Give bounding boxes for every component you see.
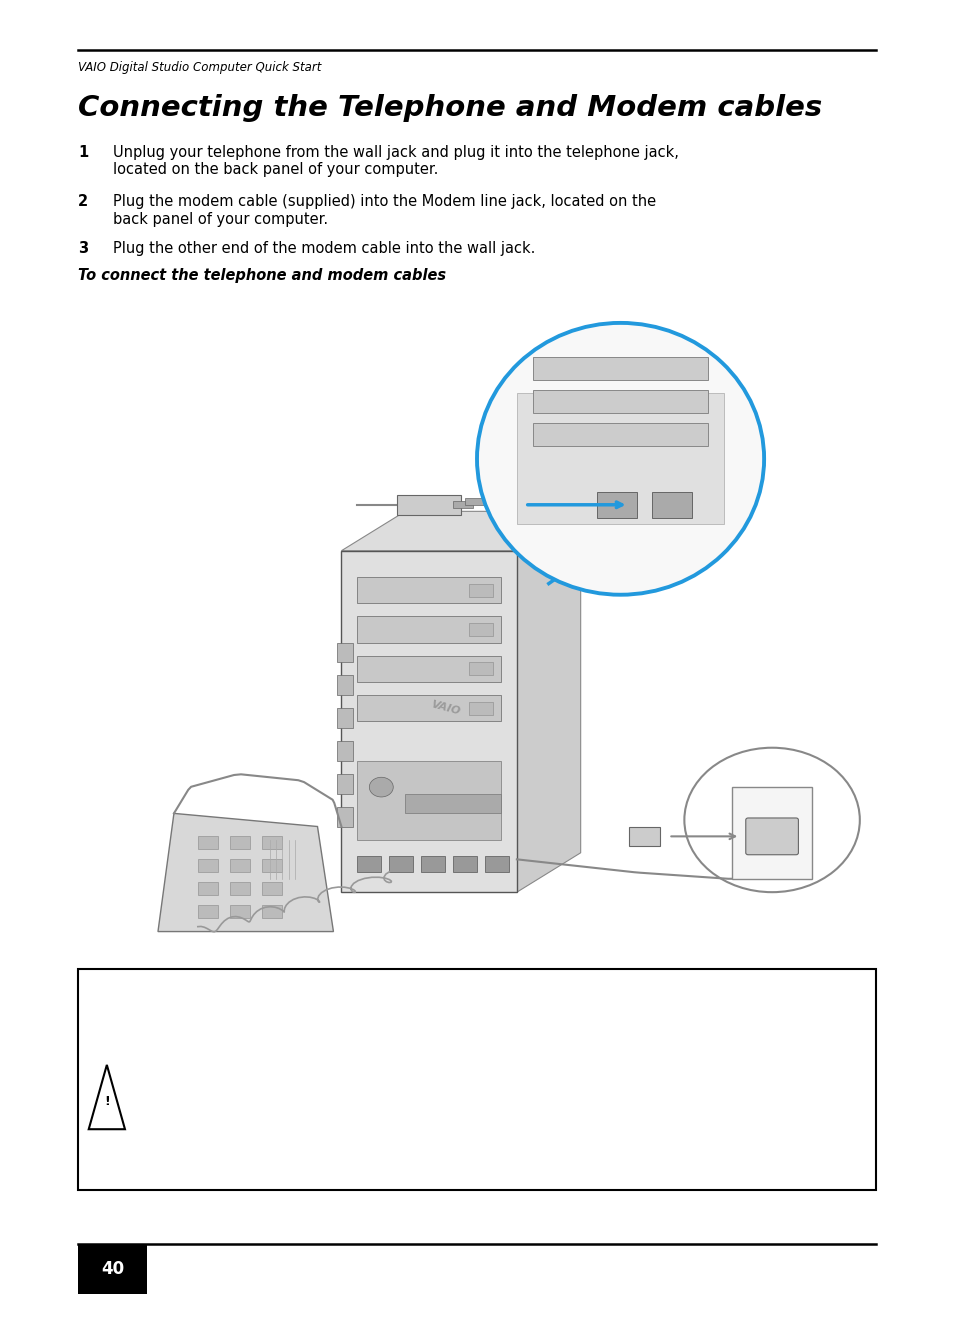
Bar — [484, 856, 508, 872]
Bar — [230, 836, 250, 850]
Bar — [337, 643, 353, 662]
Text: administrator.: administrator. — [167, 1130, 275, 1144]
Ellipse shape — [476, 323, 763, 595]
Text: 2: 2 — [78, 194, 89, 209]
Bar — [389, 856, 413, 872]
Bar — [533, 422, 707, 446]
Bar — [732, 787, 811, 879]
Bar — [596, 492, 636, 519]
Text: Unplug your telephone from the wall jack and plug it into the telephone jack,
lo: Unplug your telephone from the wall jack… — [112, 145, 678, 177]
Bar — [197, 836, 217, 850]
Polygon shape — [158, 813, 334, 931]
Bar — [652, 492, 692, 519]
Text: 3: 3 — [78, 241, 89, 256]
Polygon shape — [341, 512, 580, 551]
Bar — [533, 390, 707, 413]
Bar — [357, 761, 500, 840]
Bar — [261, 882, 281, 895]
Bar — [469, 623, 493, 636]
Bar — [469, 702, 493, 716]
Bar — [453, 501, 473, 508]
Bar — [261, 859, 281, 872]
Bar — [337, 741, 353, 761]
Text: To connect the telephone and modem cables: To connect the telephone and modem cable… — [78, 268, 446, 283]
Bar — [420, 856, 445, 872]
Bar — [337, 675, 353, 695]
Text: 1: 1 — [78, 145, 89, 159]
Bar — [533, 356, 707, 381]
Bar — [230, 859, 250, 872]
Bar — [517, 393, 723, 524]
Bar — [337, 807, 353, 827]
Bar — [469, 584, 493, 596]
Bar — [197, 859, 217, 872]
Text: electric current overload that can cause a malfunction, excessive heat, or fire: electric current overload that can cause… — [167, 1072, 767, 1087]
Text: VAIO: VAIO — [429, 699, 460, 717]
Bar — [337, 709, 353, 728]
Text: Plug the modem cable (supplied) into the Modem line jack, located on the
back pa: Plug the modem cable (supplied) into the… — [112, 194, 655, 226]
Bar — [197, 882, 217, 895]
FancyBboxPatch shape — [78, 969, 875, 1190]
FancyBboxPatch shape — [745, 817, 798, 855]
Text: the Ethernet port. Using other cables or a telephone cable may result in an: the Ethernet port. Using other cables or… — [167, 1044, 746, 1057]
Text: Connecting the Telephone and Modem cables: Connecting the Telephone and Modem cable… — [78, 94, 821, 122]
Bar — [341, 551, 517, 892]
Bar — [357, 616, 500, 643]
Text: on the rear panel. Connect 10BASE-T, 100BASE-TX or 1000BASE-TX cables to: on the rear panel. Connect 10BASE-T, 100… — [167, 1016, 751, 1029]
Bar — [396, 494, 460, 515]
Bar — [357, 695, 500, 721]
Bar — [78, 1244, 147, 1294]
Text: in the Ethernet port. For help on connecting to a network, see your network: in the Ethernet port. For help on connec… — [167, 1101, 754, 1115]
Text: 40: 40 — [101, 1260, 124, 1278]
Bar — [230, 906, 250, 918]
Bar — [453, 856, 476, 872]
Bar — [230, 882, 250, 895]
Bar — [464, 498, 484, 505]
Text: !: ! — [104, 1095, 110, 1108]
Bar — [405, 793, 500, 813]
Bar — [337, 775, 353, 793]
Circle shape — [369, 777, 393, 797]
Text: Plug the other end of the modem cable into the wall jack.: Plug the other end of the modem cable in… — [112, 241, 535, 256]
Polygon shape — [517, 512, 580, 892]
Bar — [261, 906, 281, 918]
Bar — [357, 578, 500, 603]
Bar — [469, 662, 493, 675]
Polygon shape — [89, 1065, 125, 1130]
Text: VAIO Digital Studio Computer Quick Start: VAIO Digital Studio Computer Quick Start — [78, 60, 321, 74]
Bar — [357, 856, 381, 872]
Bar — [261, 836, 281, 850]
Bar — [357, 655, 500, 682]
Bar — [197, 906, 217, 918]
Text: Your computer has a protective sticker ⨯ covering the Ethernet port located: Your computer has a protective sticker ⨯… — [167, 986, 754, 1000]
Bar — [628, 827, 659, 847]
